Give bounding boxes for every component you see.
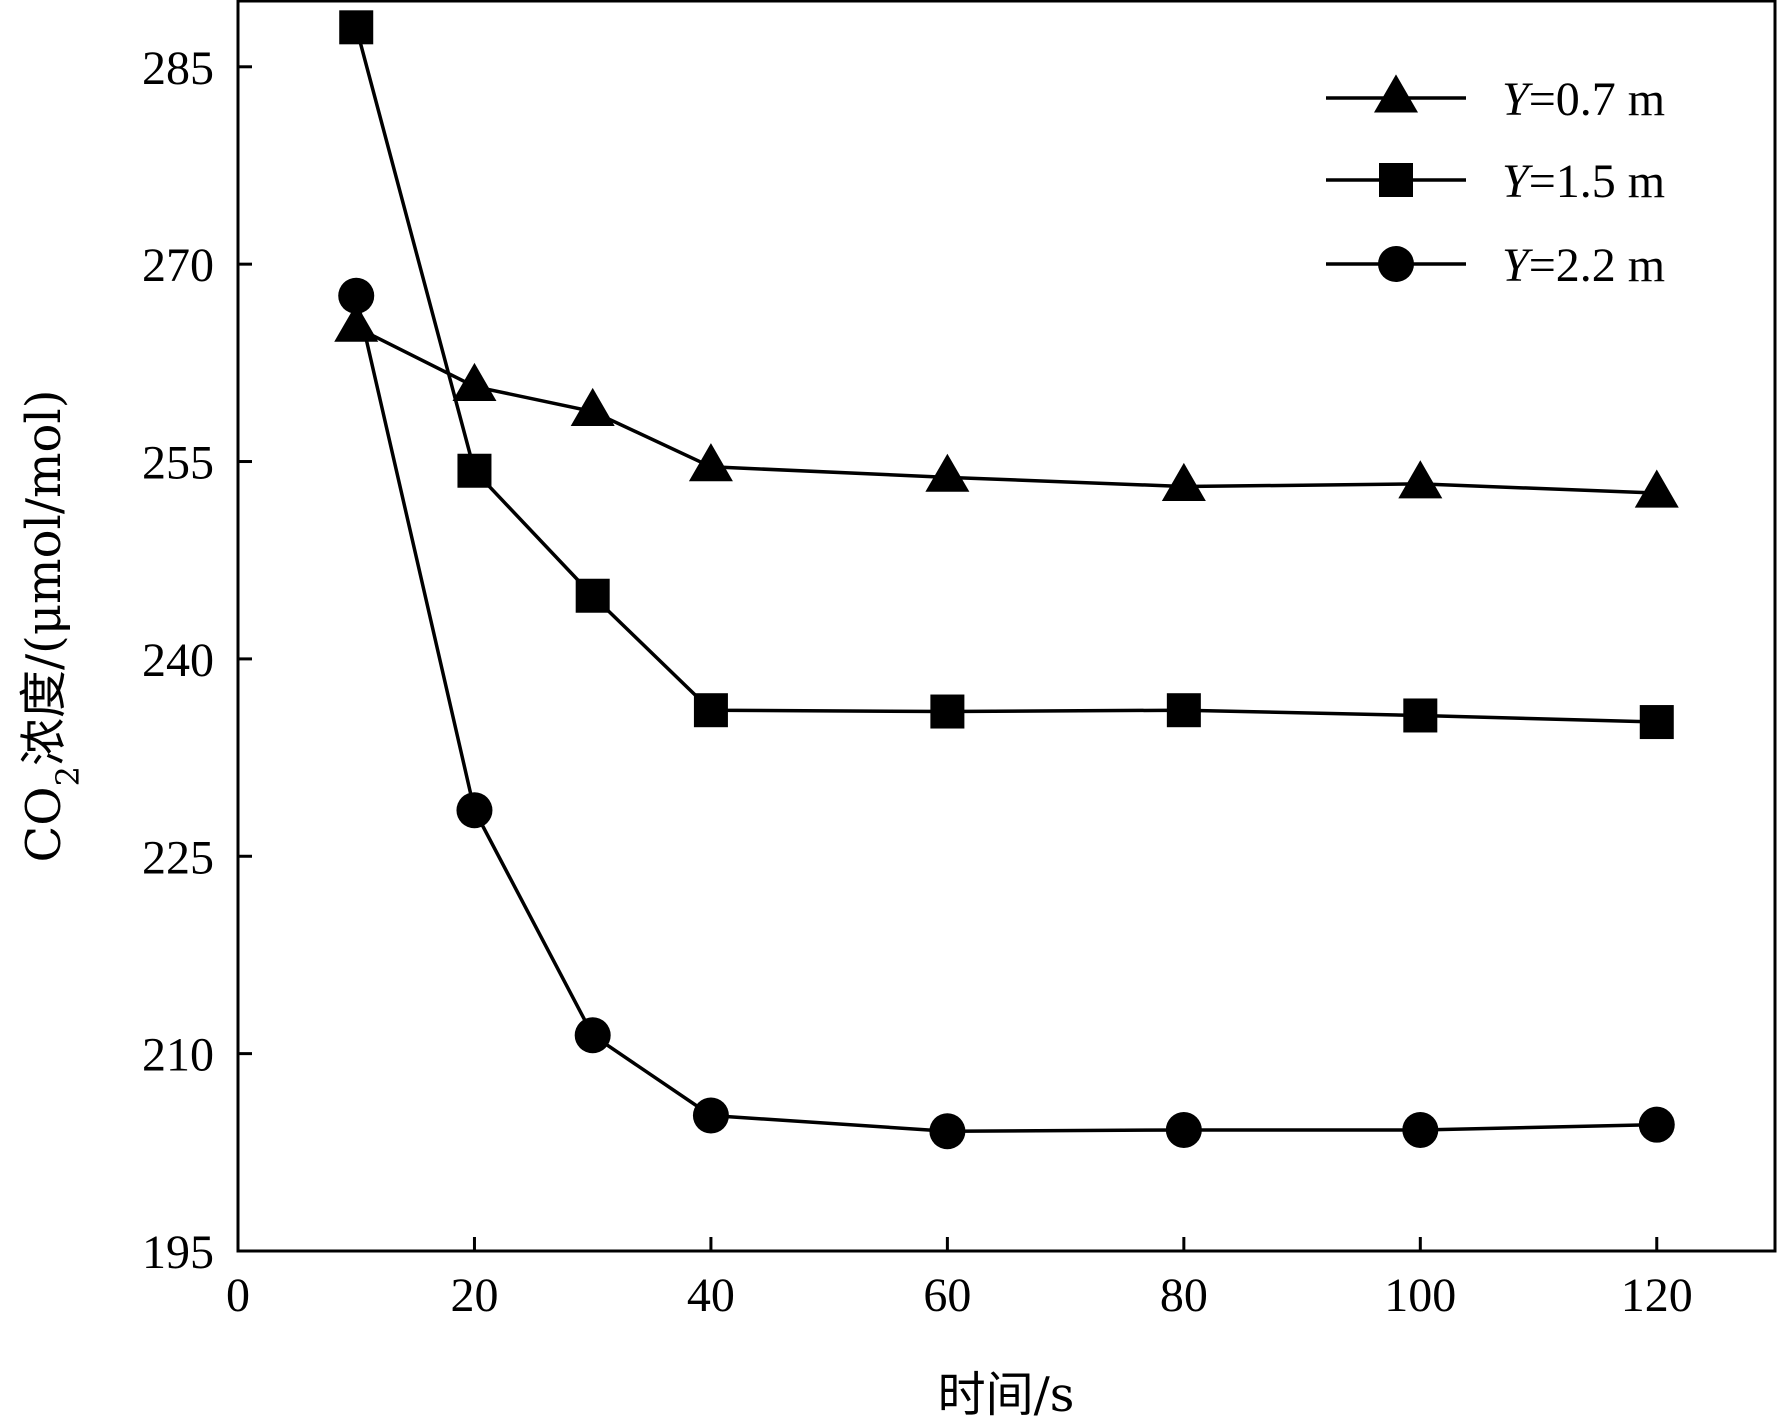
data-point-circle (1402, 1111, 1439, 1148)
series-line (354, 295, 1657, 1134)
data-point-square (575, 578, 610, 613)
legend-label-var: Y (1502, 155, 1533, 208)
data-point-circle (929, 1113, 966, 1150)
y-tick-label: 210 (142, 1029, 214, 1082)
data-point-triangle (1161, 462, 1206, 502)
data-point-square (339, 10, 374, 45)
legend-item: Y=2.2 m (1326, 239, 1665, 292)
data-point-square (1166, 693, 1201, 728)
x-axis-title: 时间/s (938, 1367, 1075, 1423)
x-tick-label: 0 (226, 1269, 250, 1322)
legend-item: Y=1.5 m (1326, 155, 1665, 208)
x-tick-label: 100 (1384, 1269, 1456, 1322)
x-tick-label: 120 (1621, 1269, 1693, 1322)
y-tick-label: 255 (142, 437, 214, 490)
y-axis-title: CO2浓度/(μmol/mol) (16, 390, 87, 863)
y-tick-label: 225 (142, 831, 214, 884)
data-point-circle (338, 277, 375, 314)
data-point-square (693, 693, 728, 728)
x-tick-label: 40 (687, 1269, 735, 1322)
y-tick-label: 270 (142, 239, 214, 292)
y-tick-label: 285 (142, 42, 214, 95)
series-square (339, 10, 1674, 740)
series-triangle (334, 303, 1679, 508)
data-point-triangle (1634, 469, 1679, 508)
data-point-circle (1638, 1106, 1675, 1143)
legend-label-var: Y (1502, 73, 1533, 126)
series-circle (338, 277, 1675, 1150)
legend-label-value: =0.7 m (1529, 73, 1665, 126)
y-axis-title-prefix: CO (16, 786, 72, 862)
legend-marker-circle (1378, 246, 1414, 282)
y-tick-label: 195 (142, 1226, 214, 1279)
x-tick-label: 80 (1160, 1269, 1208, 1322)
data-point-circle (456, 792, 493, 829)
series-line (355, 325, 1657, 495)
legend-marker-square (1379, 163, 1413, 197)
data-point-circle (692, 1097, 729, 1134)
plot-frame (236, 0, 1777, 1253)
data-point-square (930, 694, 965, 729)
data-point-square (457, 453, 492, 488)
legend-item: Y=0.7 m (1326, 73, 1665, 126)
data-point-triangle (925, 453, 970, 492)
y-axis-title-suffix: 浓度/(μmol/mol) (16, 390, 72, 767)
data-point-triangle (1398, 460, 1443, 499)
data-point-square (1403, 698, 1438, 733)
data-point-circle (1165, 1111, 1202, 1148)
x-tick-label: 60 (923, 1269, 971, 1322)
x-tick-label: 20 (450, 1269, 498, 1322)
series-layer (334, 10, 1679, 1150)
legend-label: Y=0.7 m (1502, 73, 1665, 126)
data-point-triangle (688, 443, 733, 482)
legend-label-value: =1.5 m (1529, 155, 1665, 208)
data-point-triangle (570, 387, 615, 427)
legend-label-value: =2.2 m (1529, 239, 1665, 292)
legend-label: Y=2.2 m (1502, 239, 1665, 292)
data-point-square (1639, 705, 1674, 740)
legend: Y=0.7 mY=1.5 mY=2.2 m (1326, 73, 1665, 292)
data-point-circle (574, 1017, 611, 1054)
legend-marker-triangle (1374, 74, 1418, 113)
y-axis-ticks: 195 210 225 240 255 270 285 (142, 42, 252, 1279)
legend-label-var: Y (1502, 239, 1533, 292)
x-axis-ticks: 0 20 40 60 80 100 120 (226, 1237, 1693, 1322)
y-axis-title-subscript: 2 (49, 766, 87, 786)
data-point-triangle (452, 362, 497, 402)
y-tick-label: 240 (142, 634, 214, 687)
data-point-triangle (334, 303, 379, 342)
series-line (354, 26, 1657, 724)
legend-label: Y=1.5 m (1502, 155, 1665, 208)
